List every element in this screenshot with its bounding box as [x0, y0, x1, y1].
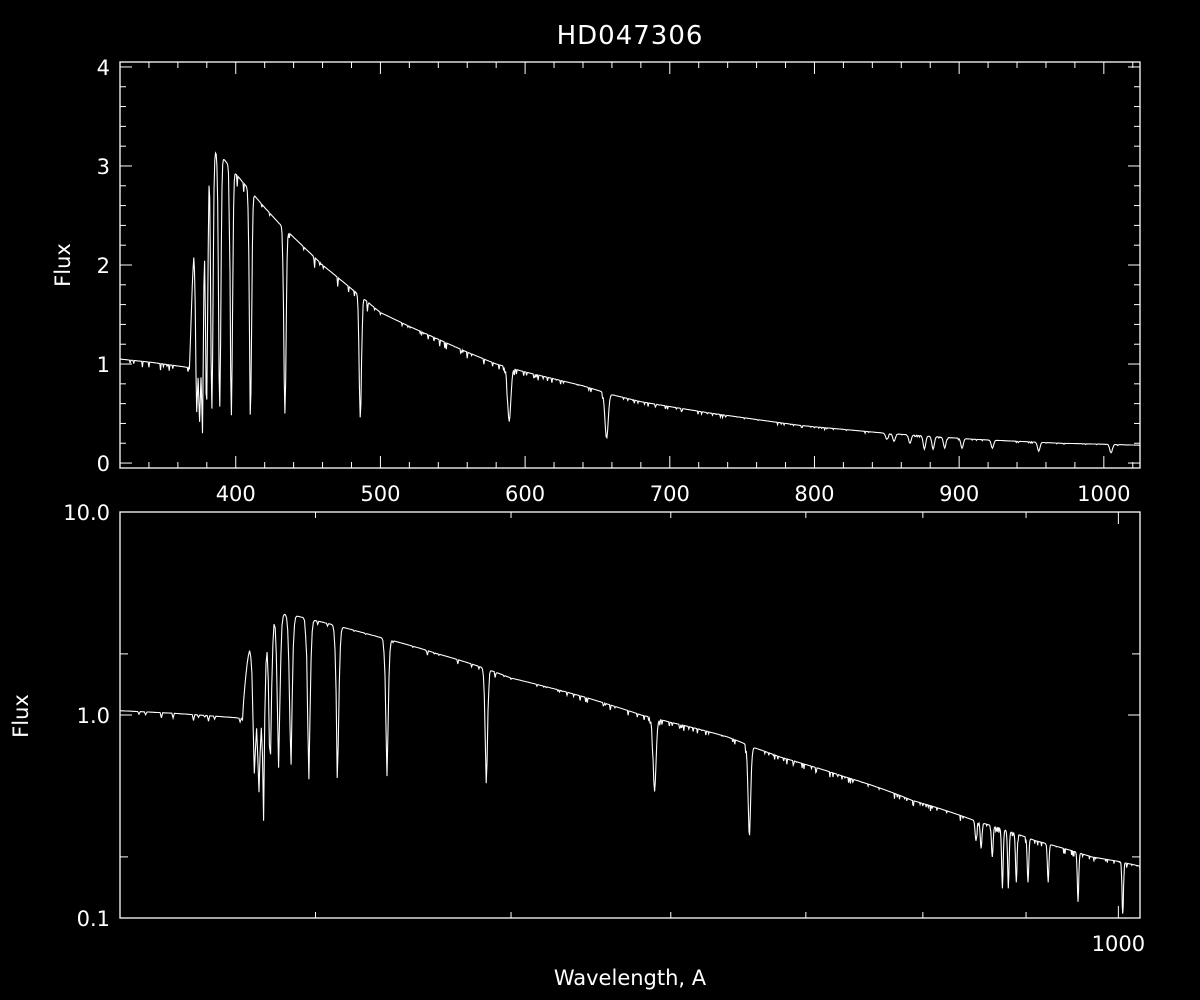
- linear-panel-ylabel: Flux: [51, 243, 75, 287]
- log-panel-ylabel: Flux: [9, 694, 33, 738]
- y-tick-label: 0: [97, 452, 110, 476]
- x-tick-label: 700: [650, 482, 690, 506]
- y-tick-label: 1: [97, 353, 110, 377]
- x-tick-label: 1000: [1092, 932, 1145, 956]
- linear-panel-frame: [119, 61, 1141, 469]
- y-tick-label: 0.1: [77, 907, 110, 931]
- x-tick-label: 1000: [1077, 482, 1130, 506]
- log-flux-panel: Flux Wavelength, A 1000 0.1 1.0 10.0: [9, 501, 1145, 990]
- linear-flux-panel: Flux 400 500 600 700 800 900 1000 0 1 2 3 4: [51, 56, 1141, 506]
- x-axis-label: Wavelength, A: [554, 966, 707, 990]
- y-tick-label: 10.0: [63, 501, 110, 525]
- x-tick-label: 800: [794, 482, 834, 506]
- y-tick-label: 3: [97, 155, 110, 179]
- chart-title: HD047306: [557, 21, 704, 51]
- y-tick-label: 4: [97, 56, 110, 80]
- x-tick-label: 900: [939, 482, 979, 506]
- x-tick-label: 600: [505, 482, 545, 506]
- y-tick-label: 2: [97, 254, 110, 278]
- x-tick-label: 500: [360, 482, 400, 506]
- y-tick-label: 1.0: [77, 704, 110, 728]
- spectrum-line: [120, 151, 1141, 454]
- log-panel-frame: [119, 511, 1141, 919]
- spectrum-line: [119, 613, 1141, 914]
- x-tick-label: 400: [216, 482, 256, 506]
